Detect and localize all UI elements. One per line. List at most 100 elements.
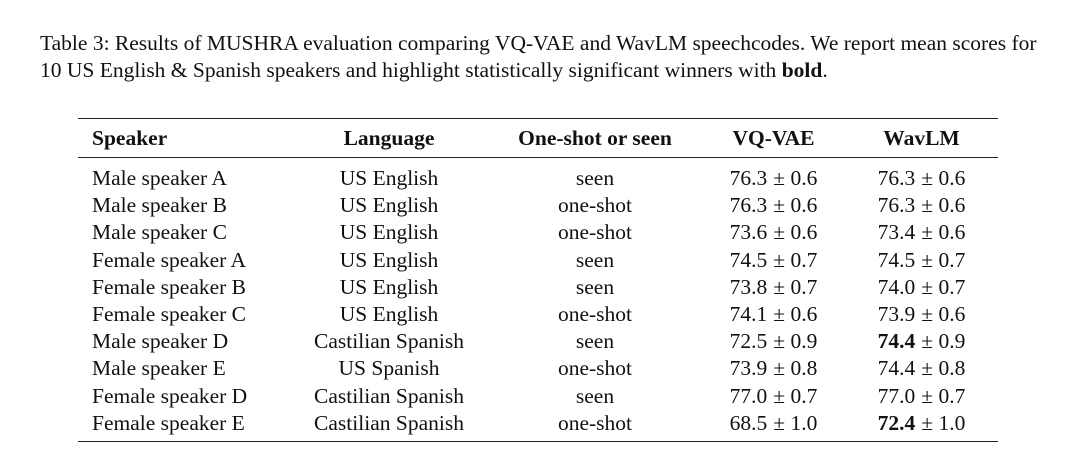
table-cell: Male speaker A <box>92 166 227 191</box>
score-error: ± 0.7 <box>921 383 966 408</box>
score-error: ± 0.6 <box>773 302 818 327</box>
score-mean: 74.0 <box>877 274 916 299</box>
table-cell: Female speaker C <box>92 302 247 327</box>
score-mean: 73.6 <box>729 220 768 245</box>
table-row: Male speaker D Castilian Spanish seen 72.5 ±… <box>78 328 998 355</box>
table-row: Female speaker C US English one-shot 74.1 ± … <box>78 301 998 328</box>
table-cell: Female speaker D <box>92 383 248 408</box>
table-cell: Castilian Spanish <box>314 383 464 408</box>
score-cell: 72.4 ± 1.0 <box>845 410 998 442</box>
table-cell: seen <box>575 329 615 354</box>
header-row: Speaker Language One-shot or seen VQ-VAE Wav… <box>78 118 998 158</box>
score-mean: 77.0 <box>729 383 768 408</box>
table-body: Male speaker A US English seen 76.3 ± 0.6 76.… <box>78 158 998 442</box>
table-cell: one-shot <box>557 193 633 218</box>
table-cell: seen <box>575 274 615 299</box>
score-error: ± 0.7 <box>921 247 966 272</box>
score-cell: 76.3 ± 0.6 <box>702 158 845 193</box>
score-cell: 76.3 ± 0.6 <box>845 158 998 193</box>
table-cell: Castilian Spanish <box>314 410 464 435</box>
score-cell: 76.3 ± 0.6 <box>845 192 998 219</box>
score-mean: 74.5 <box>877 247 916 272</box>
results-table: Speaker Language One-shot or seen VQ-VAE Wav… <box>78 118 998 442</box>
score-cell: 74.4 ± 0.8 <box>845 355 998 382</box>
table-cell: Female speaker E <box>92 410 245 435</box>
table-cell: Male speaker C <box>92 220 227 245</box>
score-error: ± 0.8 <box>773 356 818 381</box>
score-mean: 74.4 <box>877 356 916 381</box>
score-mean: 73.9 <box>729 356 768 381</box>
table-cell: seen <box>575 247 615 272</box>
table-cell: one-shot <box>557 302 633 327</box>
score-mean: 74.5 <box>729 247 768 272</box>
score-cell: 73.8 ± 0.7 <box>702 274 845 301</box>
score-mean: 74.4 <box>877 329 916 354</box>
table-cell: Female speaker B <box>92 274 247 299</box>
table-row: Male speaker E US Spanish one-shot 73.9 ± 0.… <box>78 355 998 382</box>
score-mean: 72.5 <box>729 329 768 354</box>
score-error: ± 0.8 <box>921 356 966 381</box>
table-row: Male speaker B US English one-shot 76.3 ± 0.… <box>78 192 998 219</box>
table-row: Female speaker A US English seen 74.5 ± 0.7 7… <box>78 247 998 274</box>
table-row: Male speaker A US English seen 76.3 ± 0.6 76.… <box>78 158 998 193</box>
score-cell: 73.9 ± 0.6 <box>845 301 998 328</box>
caption: Table 3: Results of MUSHRA evaluation co… <box>40 30 1040 84</box>
score-mean: 74.1 <box>729 302 768 327</box>
column-header: WavLM <box>883 125 960 150</box>
score-error: ± 0.6 <box>921 166 966 191</box>
table-cell: seen <box>575 166 615 191</box>
table-cell: Male speaker B <box>92 193 227 218</box>
table-cell: US Spanish <box>338 356 440 381</box>
score-mean: 76.3 <box>877 193 916 218</box>
table-cell: US English <box>339 220 439 245</box>
table-row: Male speaker C US English one-shot 73.6 ± 0.… <box>78 219 998 246</box>
score-error: ± 1.0 <box>773 410 818 435</box>
table-cell: Castilian Spanish <box>314 329 464 354</box>
score-cell: 76.3 ± 0.6 <box>702 192 845 219</box>
score-error: ± 1.0 <box>921 410 966 435</box>
score-cell: 77.0 ± 0.7 <box>845 383 998 410</box>
score-error: ± 0.9 <box>921 329 966 354</box>
score-cell: 74.0 ± 0.7 <box>845 274 998 301</box>
column-header: Speaker <box>92 125 168 150</box>
table-cell: Male speaker E <box>92 356 226 381</box>
score-mean: 68.5 <box>729 410 768 435</box>
score-error: ± 0.6 <box>773 193 818 218</box>
score-cell: 73.9 ± 0.8 <box>702 355 845 382</box>
column-header: Language <box>343 125 435 150</box>
table-row: Female speaker E Castilian Spanish one-sho… <box>78 410 998 442</box>
table-row: Female speaker D Castilian Spanish seen 77.… <box>78 383 998 410</box>
table-cell: US English <box>339 166 439 191</box>
score-cell: 68.5 ± 1.0 <box>702 410 845 442</box>
caption-text: Table 3: Results of MUSHRA evaluation co… <box>40 31 1037 82</box>
table-cell: US English <box>339 247 439 272</box>
score-cell: 74.5 ± 0.7 <box>702 247 845 274</box>
score-error: ± 0.7 <box>773 247 818 272</box>
table-cell: Female speaker A <box>92 247 247 272</box>
score-cell: 77.0 ± 0.7 <box>702 383 845 410</box>
score-mean: 76.3 <box>729 193 768 218</box>
score-error: ± 0.7 <box>773 274 818 299</box>
score-mean: 73.9 <box>877 302 916 327</box>
column-header: One-shot or seen <box>518 125 672 150</box>
caption-text: . <box>822 58 828 82</box>
score-cell: 73.6 ± 0.6 <box>702 219 845 246</box>
score-mean: 73.8 <box>729 274 768 299</box>
table-cell: US English <box>339 302 439 327</box>
column-header: VQ-VAE <box>732 125 815 150</box>
score-error: ± 0.6 <box>773 166 818 191</box>
score-cell: 73.4 ± 0.6 <box>845 219 998 246</box>
score-cell: 72.5 ± 0.9 <box>702 328 845 355</box>
score-error: ± 0.9 <box>773 329 818 354</box>
score-error: ± 0.6 <box>921 302 966 327</box>
table-cell: one-shot <box>557 220 633 245</box>
score-mean: 77.0 <box>877 383 916 408</box>
table-cell: US English <box>339 274 439 299</box>
score-error: ± 0.6 <box>921 193 966 218</box>
score-cell: 74.1 ± 0.6 <box>702 301 845 328</box>
score-cell: 74.4 ± 0.9 <box>845 328 998 355</box>
score-cell: 74.5 ± 0.7 <box>845 247 998 274</box>
score-mean: 76.3 <box>729 166 768 191</box>
score-error: ± 0.6 <box>773 220 818 245</box>
